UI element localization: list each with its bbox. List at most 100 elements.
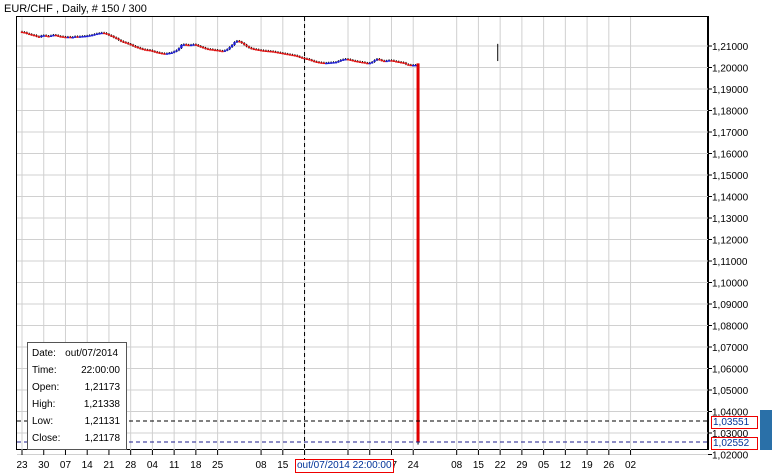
info-close-label: Close: <box>32 433 61 444</box>
x-tick-label: 21 <box>103 460 115 471</box>
info-open-label: Open: <box>32 382 60 393</box>
candle-body <box>35 35 38 37</box>
candle-body <box>337 61 340 63</box>
candle-body <box>228 47 231 50</box>
candle-body <box>158 52 161 54</box>
candle-body <box>151 50 154 52</box>
candle-body <box>197 44 200 47</box>
candle-body <box>363 62 367 64</box>
candle-body <box>373 60 376 62</box>
x-tick-label: 24 <box>408 460 420 471</box>
candle-body <box>385 60 388 63</box>
y-tick-label: 1,17000 <box>712 128 749 139</box>
candle-body <box>390 60 393 62</box>
candle-body <box>187 44 190 47</box>
candle-body <box>165 53 169 55</box>
plot-area[interactable] <box>16 16 708 450</box>
candle-body <box>194 44 198 46</box>
info-high-value: 1,21338 <box>83 399 120 410</box>
price-axis: 1,21000 1,20000 1,19000 1,18000 1,17000 1,160… <box>708 42 749 462</box>
y-tick-label: 1,18000 <box>712 107 749 118</box>
candle-body <box>320 62 323 64</box>
candle-body <box>177 48 181 51</box>
candle-body <box>262 50 265 52</box>
x-tick-label: 22 <box>495 460 507 471</box>
candle-body <box>170 52 173 54</box>
candle-body <box>204 47 207 50</box>
candle-body <box>308 58 311 61</box>
candle-body <box>40 35 43 38</box>
candle-body <box>182 44 185 46</box>
candle-body <box>358 61 362 63</box>
candle-body <box>315 61 318 63</box>
info-close-value: 1,21178 <box>84 433 120 444</box>
candle-body <box>57 35 60 37</box>
candle-body <box>81 36 84 38</box>
candle-body <box>298 56 301 58</box>
candle-body <box>240 41 243 44</box>
candle-body <box>160 52 164 55</box>
candle-body <box>122 41 125 43</box>
candle-body <box>247 46 251 48</box>
info-low-label: Low: <box>32 416 54 427</box>
candle-body <box>69 36 72 39</box>
info-high-label: High: <box>32 399 56 410</box>
candle-body <box>98 33 101 35</box>
candle-body <box>399 61 403 64</box>
candle-body <box>95 33 99 36</box>
candle-body <box>127 42 130 45</box>
candle-body <box>300 57 304 59</box>
candle-body <box>20 31 24 34</box>
candle-body <box>25 32 29 34</box>
candle-body <box>78 36 82 38</box>
candle-body <box>339 59 342 62</box>
y-tick-label: 1,20000 <box>712 64 749 75</box>
candle-body <box>387 60 391 62</box>
x-tick-label: 23 <box>16 460 28 471</box>
candle-body <box>412 64 415 67</box>
candle-body <box>163 53 166 55</box>
x-tick-label: 25 <box>212 460 224 471</box>
chart-title: EUR/CHF , Daily, # 150 / 300 <box>4 3 147 15</box>
window-edge <box>760 410 772 450</box>
candle-body <box>264 50 268 53</box>
candle-body <box>47 35 50 38</box>
candle-body <box>402 62 405 64</box>
x-tick-label: 08 <box>451 460 463 471</box>
candle-body <box>255 49 258 51</box>
info-row-high: High: 1,21338 <box>32 399 122 413</box>
candle-body <box>286 53 289 56</box>
candle-body <box>397 61 400 63</box>
x-tick-label: 05 <box>538 460 550 471</box>
candle-body <box>110 35 113 37</box>
candle-body <box>59 36 62 38</box>
candle-body <box>218 50 222 52</box>
info-row-low: Low: 1,21131 <box>32 416 122 430</box>
candle-body <box>361 61 364 64</box>
candle-body <box>23 32 26 34</box>
candle-body <box>201 46 205 49</box>
candle-body <box>305 58 309 60</box>
candle-body <box>370 61 374 64</box>
x-tick-label: 28 <box>125 460 137 471</box>
candle-body <box>76 36 79 38</box>
candle-body <box>71 36 74 39</box>
candle-body <box>327 62 330 65</box>
candle-body <box>392 60 396 62</box>
info-row-close: Close: 1,21178 <box>32 433 122 447</box>
candle-body <box>102 32 106 35</box>
y-tick-label: 1,09000 <box>712 300 749 311</box>
candle-body <box>44 35 48 37</box>
candle-body <box>216 49 219 52</box>
candle-body <box>28 33 31 36</box>
candle-body <box>156 51 159 54</box>
y-tick-label: 1,15000 <box>712 171 749 182</box>
info-row-time: Time: 22:00:00 <box>32 365 122 379</box>
candle-body <box>37 36 41 38</box>
candle-body <box>134 46 137 48</box>
candle-body <box>175 50 178 52</box>
candle-body <box>49 35 53 37</box>
price-tag-low: 1,03551 <box>711 416 758 429</box>
candle-body <box>404 62 408 65</box>
